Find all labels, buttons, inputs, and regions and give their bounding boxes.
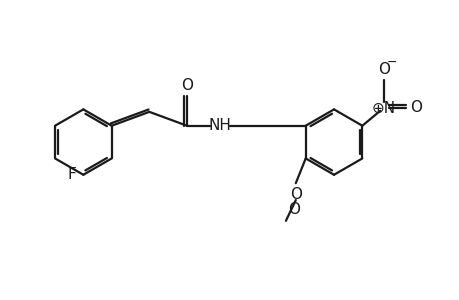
Text: F: F (67, 167, 76, 182)
Text: O: O (287, 202, 299, 217)
Text: −: − (386, 56, 397, 69)
Text: O: O (180, 78, 193, 93)
Text: ⊕N: ⊕N (371, 100, 395, 116)
Text: O: O (377, 62, 389, 77)
Text: O: O (289, 187, 301, 202)
Text: O: O (409, 100, 421, 116)
Text: NH: NH (208, 118, 230, 133)
